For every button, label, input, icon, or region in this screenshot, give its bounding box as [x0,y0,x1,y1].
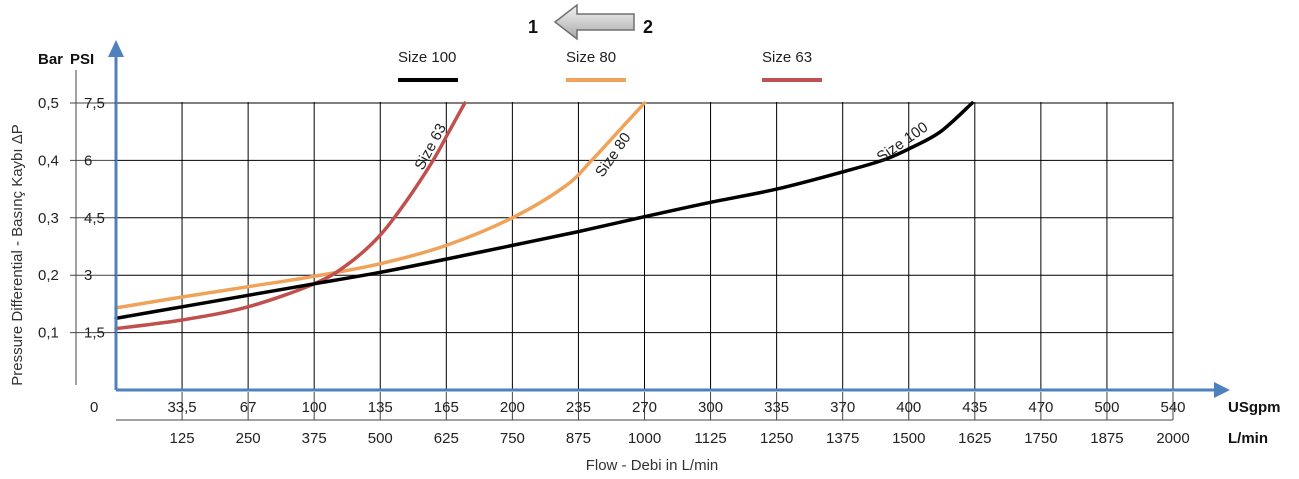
x-axis-title: Flow - Debi in L/min [586,457,719,474]
y-tick-label-bar: 0,5 [38,95,59,112]
x-unit-usgpm: USgpm [1228,399,1281,416]
x-tick-labels: 125 250 375 500 625 750 875 1000 1125 1250 1375 150… [116,392,1190,447]
x-tick-label-usgpm: 400 [896,399,921,416]
x-tick-label-usgpm: 165 [434,399,459,416]
y-unit-psi: PSI [70,51,94,68]
origin-label: 0 [90,399,98,416]
x-tick-label-usgpm: 200 [500,399,525,416]
x-tick-label-lmin: 2000 [1156,430,1189,447]
y-tick-label-psi: 3 [84,267,92,284]
x-tick-label-lmin: 1625 [958,430,991,447]
series-line-size-80 [114,101,647,310]
y-tick-label-psi: 1,5 [84,325,105,342]
x-tick-label-lmin: 750 [500,430,525,447]
legend-label-size-63: Size 63 [762,49,812,66]
legend: Size 100 Size 80 Size 63 [398,49,822,82]
y-unit-bar: Bar [38,51,63,68]
x-tick-label-usgpm: 435 [962,399,987,416]
x-tick-label-usgpm: 33,5 [167,399,196,416]
left-arrow-icon [553,3,635,41]
y-tick-label-psi: 7,5 [84,95,105,112]
x-tick-label-usgpm: 500 [1094,399,1119,416]
y-tick-label-psi: 6 [84,152,92,169]
x-axis-arrow [1214,382,1230,398]
direction-to-label: 2 [643,17,653,37]
x-tick-label-lmin: 1500 [892,430,925,447]
y-axis-arrow [108,40,124,57]
x-tick-label-lmin: 1875 [1090,430,1123,447]
grid [116,102,1174,390]
flow-direction-indicator: 1 2 [528,3,653,41]
x-tick-label-usgpm: 235 [566,399,591,416]
y-tick-label-bar: 0,2 [38,267,59,284]
x-tick-label-lmin: 875 [566,430,591,447]
x-tick-label-usgpm: 270 [632,399,657,416]
x-tick-label-lmin: 625 [434,430,459,447]
x-tick-label-lmin: 1750 [1024,430,1057,447]
x-tick-label-usgpm: 470 [1028,399,1053,416]
x-tick-label-lmin: 250 [236,430,261,447]
series-line-size-100 [114,101,974,321]
x-tick-label-lmin: 125 [170,430,195,447]
x-tick-label-usgpm: 300 [698,399,723,416]
y-tick-label-bar: 0,3 [38,210,59,227]
y-tick-label-psi: 4,5 [84,210,105,227]
series-line-size-63 [114,101,467,331]
legend-label-size-80: Size 80 [566,49,616,66]
x-tick-label-lmin: 1125 [694,430,726,447]
x-unit-lmin: L/min [1228,430,1268,447]
series-lines [114,101,974,331]
x-tick-label-usgpm: 67 [240,399,257,416]
x-tick-label-usgpm: 335 [764,399,789,416]
x-tick-label-lmin: 1250 [760,430,793,447]
legend-label-size-100: Size 100 [398,49,456,66]
x-tick-label-lmin: 1000 [628,430,661,447]
y-axis-title: Pressure Differential - Basınç Kaybı ΔP [9,124,26,386]
x-tick-label-usgpm: 540 [1160,399,1185,416]
x-tick-label-lmin: 375 [302,430,327,447]
direction-from-label: 1 [528,17,538,37]
x-tick-label-usgpm: 100 [302,399,327,416]
x-tick-label-usgpm: 135 [368,399,393,416]
x-tick-label-lmin: 1375 [826,430,859,447]
y-tick-label-bar: 0,1 [38,325,59,342]
x-tick-label-lmin: 500 [368,430,393,447]
y-tick-label-bar: 0,4 [38,152,59,169]
x-tick-label-usgpm: 370 [830,399,855,416]
y-tick-labels: 0,1 0,2 0,3 0,4 0,5 1,5 3 4,5 6 7,5 [38,70,116,385]
